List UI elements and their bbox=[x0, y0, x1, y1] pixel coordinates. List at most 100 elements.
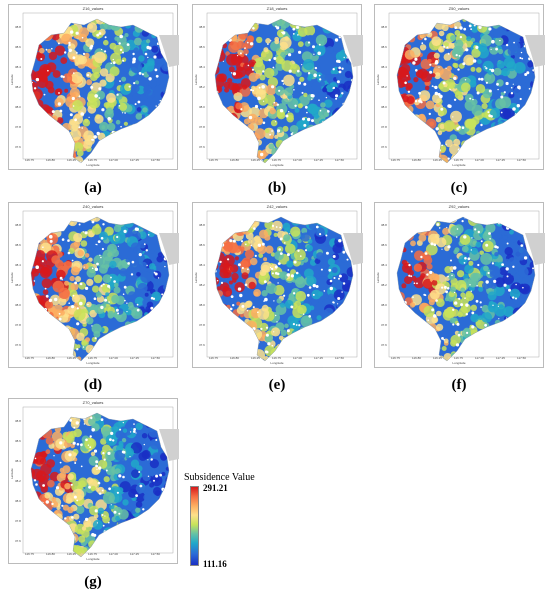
x-tick-label: 116.25 bbox=[433, 356, 442, 360]
y-tick-label: 38.8 bbox=[199, 223, 205, 227]
x-tick-label: 117.00 bbox=[293, 158, 302, 162]
map-panel-c: Z50_values Latitude Longitude 38.8 38.6 38.4… bbox=[374, 4, 545, 170]
panel-title-a: Z16_values bbox=[82, 6, 104, 11]
y-tick-label: 37.6 bbox=[381, 343, 387, 347]
x-tick-label: 116.25 bbox=[251, 356, 260, 360]
x-tick-label: 116.75 bbox=[391, 356, 400, 360]
x-tick-label: 116.75 bbox=[454, 356, 463, 360]
map-frame bbox=[206, 12, 358, 160]
subsidence-map-b bbox=[206, 12, 363, 164]
region-outline bbox=[214, 216, 354, 362]
region-outline bbox=[396, 18, 536, 164]
x-tick-label: 116.75 bbox=[88, 158, 97, 162]
caption-f: (f) bbox=[451, 377, 467, 393]
color-scale-bar bbox=[190, 486, 199, 566]
legend-max-value: 291.21 bbox=[203, 483, 228, 493]
panel-title-g: Z70_values bbox=[82, 400, 104, 405]
x-tick-label: 117.25 bbox=[130, 552, 139, 556]
x-tick-label: 117.50 bbox=[151, 158, 160, 162]
y-tick-label: 38.4 bbox=[381, 65, 387, 69]
sea-area bbox=[159, 233, 179, 265]
x-tick-label: 116.75 bbox=[391, 158, 400, 162]
x-tick-label: 116.75 bbox=[88, 356, 97, 360]
y-tick-label: 38.2 bbox=[381, 283, 387, 287]
map-panel-a: Z16_values Latitude Longitude 38.8 38.6 38.4… bbox=[8, 4, 179, 170]
x-axis-label: Longitude bbox=[270, 163, 284, 167]
y-axis-label: Latitude bbox=[10, 272, 14, 283]
x-tick-label: 116.80 bbox=[412, 356, 421, 360]
caption-c: (c) bbox=[450, 180, 468, 196]
y-tick-label: 38.2 bbox=[15, 283, 21, 287]
x-axis-label: Longitude bbox=[452, 163, 466, 167]
sea-area bbox=[159, 429, 179, 461]
y-axis-label: Latitude bbox=[376, 74, 380, 85]
y-tick-label: 38.0 bbox=[199, 303, 205, 307]
sea-area bbox=[159, 35, 179, 67]
y-tick-label: 38.6 bbox=[199, 45, 205, 49]
x-tick-label: 116.75 bbox=[272, 356, 281, 360]
y-axis-label: Latitude bbox=[376, 272, 380, 283]
x-tick-label: 116.80 bbox=[46, 158, 55, 162]
x-tick-label: 116.25 bbox=[67, 552, 76, 556]
y-tick-label: 38.0 bbox=[15, 105, 21, 109]
x-tick-label: 116.25 bbox=[67, 356, 76, 360]
x-tick-label: 117.00 bbox=[109, 356, 118, 360]
region-outline bbox=[396, 216, 536, 362]
x-axis-label: Longitude bbox=[452, 361, 466, 365]
x-tick-label: 117.00 bbox=[475, 158, 484, 162]
x-tick-label: 116.80 bbox=[46, 356, 55, 360]
y-tick-label: 38.2 bbox=[199, 283, 205, 287]
y-axis-label: Latitude bbox=[10, 74, 14, 85]
map-frame bbox=[22, 12, 174, 160]
y-tick-label: 38.0 bbox=[381, 105, 387, 109]
subsidence-map-a bbox=[22, 12, 179, 164]
x-tick-label: 117.50 bbox=[517, 158, 526, 162]
region-outline bbox=[30, 412, 170, 558]
x-tick-label: 116.25 bbox=[251, 158, 260, 162]
subsidence-field bbox=[31, 19, 169, 163]
x-tick-label: 117.50 bbox=[151, 356, 160, 360]
subsidence-field bbox=[215, 217, 353, 361]
y-tick-label: 37.8 bbox=[199, 323, 205, 327]
y-tick-label: 38.8 bbox=[381, 25, 387, 29]
y-tick-label: 38.8 bbox=[381, 223, 387, 227]
x-tick-label: 116.75 bbox=[454, 158, 463, 162]
y-tick-label: 37.6 bbox=[199, 145, 205, 149]
y-axis-label: Latitude bbox=[194, 272, 198, 283]
x-tick-label: 116.80 bbox=[46, 552, 55, 556]
x-axis-label: Longitude bbox=[86, 163, 100, 167]
x-tick-label: 116.80 bbox=[230, 158, 239, 162]
map-frame bbox=[206, 210, 358, 358]
y-tick-label: 37.6 bbox=[199, 343, 205, 347]
y-tick-label: 38.2 bbox=[15, 85, 21, 89]
caption-d: (d) bbox=[83, 377, 103, 393]
map-frame bbox=[388, 210, 540, 358]
panel-title-e: Z42_values bbox=[266, 204, 288, 209]
sea-area bbox=[525, 233, 545, 265]
panel-title-c: Z50_values bbox=[448, 6, 470, 11]
y-tick-label: 38.2 bbox=[15, 479, 21, 483]
y-tick-label: 37.6 bbox=[15, 539, 21, 543]
y-tick-label: 38.0 bbox=[15, 499, 21, 503]
map-panel-e: Z42_values Latitude Longitude 38.8 38.6 38.4… bbox=[192, 202, 363, 368]
x-tick-label: 116.25 bbox=[67, 158, 76, 162]
y-tick-label: 37.8 bbox=[15, 125, 21, 129]
caption-g: (g) bbox=[84, 574, 102, 590]
x-tick-label: 117.50 bbox=[335, 356, 344, 360]
x-tick-label: 116.75 bbox=[209, 158, 218, 162]
x-tick-label: 117.50 bbox=[335, 158, 344, 162]
y-tick-label: 38.0 bbox=[199, 105, 205, 109]
map-panel-d: Z40_values Latitude Longitude 38.8 38.6 38.4… bbox=[8, 202, 179, 368]
y-tick-label: 38.4 bbox=[199, 65, 205, 69]
x-tick-label: 117.00 bbox=[109, 552, 118, 556]
y-tick-label: 38.4 bbox=[199, 263, 205, 267]
x-tick-label: 116.80 bbox=[230, 356, 239, 360]
sea-area bbox=[525, 35, 545, 67]
x-tick-label: 117.25 bbox=[130, 356, 139, 360]
panel-title-b: Z18_values bbox=[266, 6, 288, 11]
x-tick-label: 116.75 bbox=[209, 356, 218, 360]
map-panel-b: Z18_values Latitude Longitude 38.8 38.6 38.4… bbox=[192, 4, 363, 170]
y-tick-label: 38.0 bbox=[381, 303, 387, 307]
y-tick-label: 38.4 bbox=[381, 263, 387, 267]
y-tick-label: 38.6 bbox=[199, 243, 205, 247]
